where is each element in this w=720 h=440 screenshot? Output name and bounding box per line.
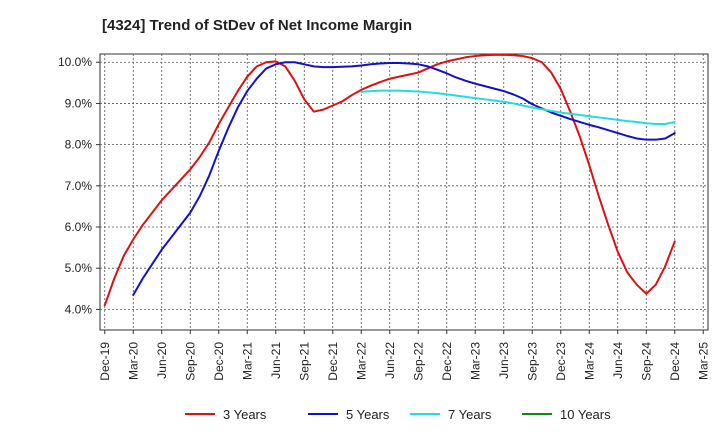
x-axis-ticks: Dec-19 Mar-20 Jun-20 Sep-20 Dec-20 Mar-21 Jun-… (98, 330, 710, 381)
x-tick-label: Jun-21 (269, 342, 283, 379)
x-tick-label: Mar-22 (354, 342, 368, 380)
x-tick-label: Dec-22 (440, 342, 454, 381)
y-tick-label: 9.0% (65, 96, 93, 110)
y-tick-label: 10.0% (58, 55, 92, 69)
x-tick-label: Mar-24 (582, 342, 596, 380)
x-tick-label: Mar-21 (240, 342, 254, 380)
y-tick-label: 4.0% (65, 302, 93, 316)
x-tick-label: Sep-21 (297, 342, 311, 381)
legend-label: 7 Years (448, 407, 492, 422)
y-axis-ticks: 4.0% 5.0% 6.0% 7.0% 8.0% 9.0% 10.0% (58, 55, 100, 316)
x-tick-label: Mar-20 (126, 342, 140, 380)
x-tick-label: Mar-23 (468, 342, 482, 380)
chart-title: [4324] Trend of StDev of Net Income Marg… (102, 17, 412, 34)
grid-lines (100, 54, 708, 330)
x-tick-label: Dec-19 (98, 342, 112, 381)
x-tick-label: Dec-20 (212, 342, 226, 381)
x-tick-label: Sep-23 (525, 342, 539, 381)
legend-item-5-years: 5 Years (308, 407, 390, 422)
series-line-3-years (103, 53, 676, 307)
y-tick-label: 7.0% (65, 179, 93, 193)
series-line-5-years (132, 61, 676, 296)
legend-label: 10 Years (560, 407, 611, 422)
x-tick-label: Sep-24 (639, 342, 653, 381)
x-tick-label: Dec-24 (668, 342, 682, 381)
y-tick-label: 8.0% (65, 138, 93, 152)
legend-item-7-years: 7 Years (410, 407, 492, 422)
y-tick-label: 5.0% (65, 261, 93, 275)
x-tick-label: Jun-22 (383, 342, 397, 379)
legend-label: 5 Years (346, 407, 390, 422)
legend-item-10-years: 10 Years (522, 407, 611, 422)
x-tick-label: Sep-20 (183, 342, 197, 381)
series-lines (103, 53, 676, 307)
y-tick-label: 6.0% (65, 220, 93, 234)
x-tick-label: Dec-21 (326, 342, 340, 381)
x-tick-label: Jun-23 (497, 342, 511, 379)
series-line-7-years (360, 89, 676, 126)
plot-area (99, 53, 709, 331)
legend-label: 3 Years (223, 407, 267, 422)
x-tick-label: Jun-20 (155, 342, 169, 379)
x-tick-label: Jun-24 (611, 342, 625, 379)
x-tick-label: Mar-25 (696, 342, 710, 380)
x-tick-label: Dec-23 (554, 342, 568, 381)
legend: 3 Years 5 Years 7 Years 10 Years (185, 407, 611, 422)
legend-item-3-years: 3 Years (185, 407, 267, 422)
x-tick-label: Sep-22 (411, 342, 425, 381)
